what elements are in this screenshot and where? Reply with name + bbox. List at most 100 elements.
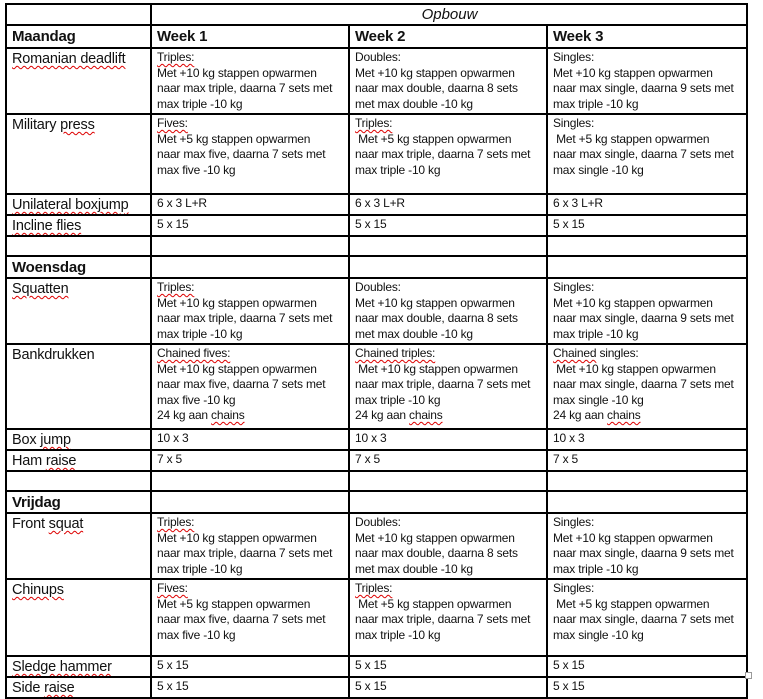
exercise-label-romanian-deadlift: Romanian deadlift [5, 47, 152, 115]
cell-squatten-week-3: Singles: Met +10 kg stappen opwarmen naa… [545, 277, 749, 345]
exercise-label-side-raise: Side raise [5, 676, 152, 699]
day-label-maandag: Maandag [5, 24, 152, 49]
exercise-label-bankdrukken: Bankdrukken [5, 343, 152, 430]
empty-cell [150, 490, 350, 514]
row-bankdrukken: Bankdrukken Chained fives: Met +10 kg sta… [5, 343, 749, 430]
row-incline-flies: Incline flies 5 x 15 5 x 15 5 x 15 [5, 214, 749, 237]
program-table-body: Opbouw Maandag Week 1 Week 2 Week 3 Romanian … [5, 3, 749, 699]
row-spacer-6 [5, 235, 749, 257]
misspelled-word: squat [48, 516, 84, 532]
cell-ham-raise-week-2: 7 x 5 [348, 449, 548, 472]
cell-side-raise-week-2: 5 x 15 [348, 676, 548, 699]
row-squatten: Squatten Triples: Met +10 kg stappen opwa… [5, 277, 749, 345]
misspelled-word: raise [45, 453, 77, 469]
empty-cell [348, 255, 548, 279]
exercise-label-military-press: Military press [5, 113, 152, 195]
week-header-1: Week 1 [150, 24, 350, 49]
misspelled-word: press [60, 117, 95, 133]
cell-box-jump-week-1: 10 x 3 [150, 428, 350, 451]
cell-incline-flies-week-1: 5 x 15 [150, 214, 350, 237]
cell-squatten-week-1: Triples: Met +10 kg stappen opwarmen naa… [150, 277, 350, 345]
cell-military-press-week-3: Singles: Met +5 kg stappen opwarmen naar… [545, 113, 749, 195]
row-side-raise: Side raise 5 x 15 5 x 15 5 x 15 [5, 676, 749, 699]
exercise-label-ham-raise: Ham raise [5, 449, 152, 472]
cell-bankdrukken-week-3: Chained singles: Met +10 kg stappen opwa… [545, 343, 749, 430]
empty-cell [5, 470, 152, 492]
day-label-vrijdag: Vrijdag [5, 490, 152, 514]
cell-chinups-week-1: Fives: Met +5 kg stappen opwarmen naar m… [150, 578, 350, 657]
exercise-label-squatten: Squatten [5, 277, 152, 345]
misspelled-word: raise [44, 680, 75, 696]
cell-front-squat-week-2: Doubles: Met +10 kg stappen opwarmen naa… [348, 512, 548, 580]
cell-side-raise-week-1: 5 x 15 [150, 676, 350, 699]
empty-cell [348, 490, 548, 514]
misspelled-word: Chinups [12, 582, 64, 598]
misspelled-word: Triples: [157, 280, 195, 294]
empty-cell [5, 235, 152, 257]
day-label-woensdag: Woensdag [5, 255, 152, 279]
misspelled-word: Sledge hammer [12, 659, 112, 675]
table-title: Opbouw [149, 3, 749, 26]
misspelled-word: Incline flies [12, 218, 82, 234]
exercise-label-box-jump: Box jump [5, 428, 152, 451]
misspelled-word: Fives: [157, 116, 188, 130]
row-unilateral-boxjump: Unilateral boxjump 6 x 3 L+R 6 x 3 L+R 6 x … [5, 193, 749, 216]
misspelled-word: Triples: [157, 515, 195, 529]
row-military-press: Military press Fives: Met +5 kg stappen o… [5, 113, 749, 195]
misspelled-word: Triples: [355, 116, 393, 130]
cell-squatten-week-2: Doubles: Met +10 kg stappen opwarmen naa… [348, 277, 548, 345]
misspelled-word: jump [40, 432, 71, 448]
cell-unilateral-boxjump-week-2: 6 x 3 L+R [348, 193, 548, 216]
cell-box-jump-week-2: 10 x 3 [348, 428, 548, 451]
row-chinups: Chinups Fives: Met +5 kg stappen opwarmen… [5, 578, 749, 657]
empty-cell [348, 235, 548, 257]
cell-romanian-deadlift-week-2: Doubles: Met +10 kg stappen opwarmen naa… [348, 47, 548, 115]
cell-military-press-week-2: Triples: Met +5 kg stappen opwarmen naar… [348, 113, 548, 195]
cell-chinups-week-2: Triples: Met +5 kg stappen opwarmen naar… [348, 578, 548, 657]
exercise-label-unilateral-boxjump: Unilateral boxjump [5, 193, 152, 216]
cell-front-squat-week-1: Triples: Met +10 kg stappen opwarmen naa… [150, 512, 350, 580]
cell-ham-raise-week-1: 7 x 5 [150, 449, 350, 472]
misspelled-word: chains [607, 408, 641, 422]
week-header-2: Week 2 [348, 24, 548, 49]
misspelled-word: chains [409, 408, 443, 422]
cell-romanian-deadlift-week-3: Singles: Met +10 kg stappen opwarmen naa… [545, 47, 749, 115]
misspelled-word: Romanian deadlift [12, 51, 126, 67]
cell-unilateral-boxjump-week-1: 6 x 3 L+R [150, 193, 350, 216]
empty-cell [150, 255, 350, 279]
misspelled-word: Squatten [12, 281, 69, 297]
exercise-label-sledge-hammer: Sledge hammer [5, 655, 152, 678]
empty-cell [545, 255, 749, 279]
misspelled-word: Chained [553, 346, 597, 360]
misspelled-word: Chained triples: [355, 346, 436, 360]
row-woensdag: Woensdag [5, 255, 749, 279]
misspelled-word: Triples: [355, 581, 393, 595]
cell-box-jump-week-3: 10 x 3 [545, 428, 749, 451]
row-sledge-hammer: Sledge hammer 5 x 15 5 x 15 5 x 15 [5, 655, 749, 678]
cell-unilateral-boxjump-week-3: 6 x 3 L+R [545, 193, 749, 216]
row-maandag: Maandag Week 1 Week 2 Week 3 [5, 24, 749, 49]
exercise-label-incline-flies: Incline flies [5, 214, 152, 237]
empty-cell [545, 470, 749, 492]
cell-sledge-hammer-week-2: 5 x 15 [348, 655, 548, 678]
exercise-label-chinups: Chinups [5, 578, 152, 657]
cell-bankdrukken-week-1: Chained fives: Met +10 kg stappen opwarm… [150, 343, 350, 430]
corner-cell [5, 3, 152, 26]
row-vrijdag: Vrijdag [5, 490, 749, 514]
row-front-squat: Front squat Triples: Met +10 kg stappen o… [5, 512, 749, 580]
empty-cell [150, 235, 350, 257]
cell-front-squat-week-3: Singles: Met +10 kg stappen opwarmen naa… [545, 512, 749, 580]
program-table: Opbouw Maandag Week 1 Week 2 Week 3 Romanian … [5, 3, 749, 699]
row-romanian-deadlift: Romanian deadlift Triples: Met +10 kg sta… [5, 47, 749, 115]
cell-incline-flies-week-2: 5 x 15 [348, 214, 548, 237]
row-box-jump: Box jump 10 x 3 10 x 3 10 x 3 [5, 428, 749, 451]
misspelled-word: chains [211, 408, 245, 422]
cell-romanian-deadlift-week-1: Triples: Met +10 kg stappen opwarmen naa… [150, 47, 350, 115]
cell-side-raise-week-3: 5 x 15 [545, 676, 749, 699]
cell-military-press-week-1: Fives: Met +5 kg stappen opwarmen naar m… [150, 113, 350, 195]
empty-cell [348, 470, 548, 492]
table-resize-handle-icon[interactable] [745, 672, 752, 679]
row-title: Opbouw [5, 3, 749, 26]
